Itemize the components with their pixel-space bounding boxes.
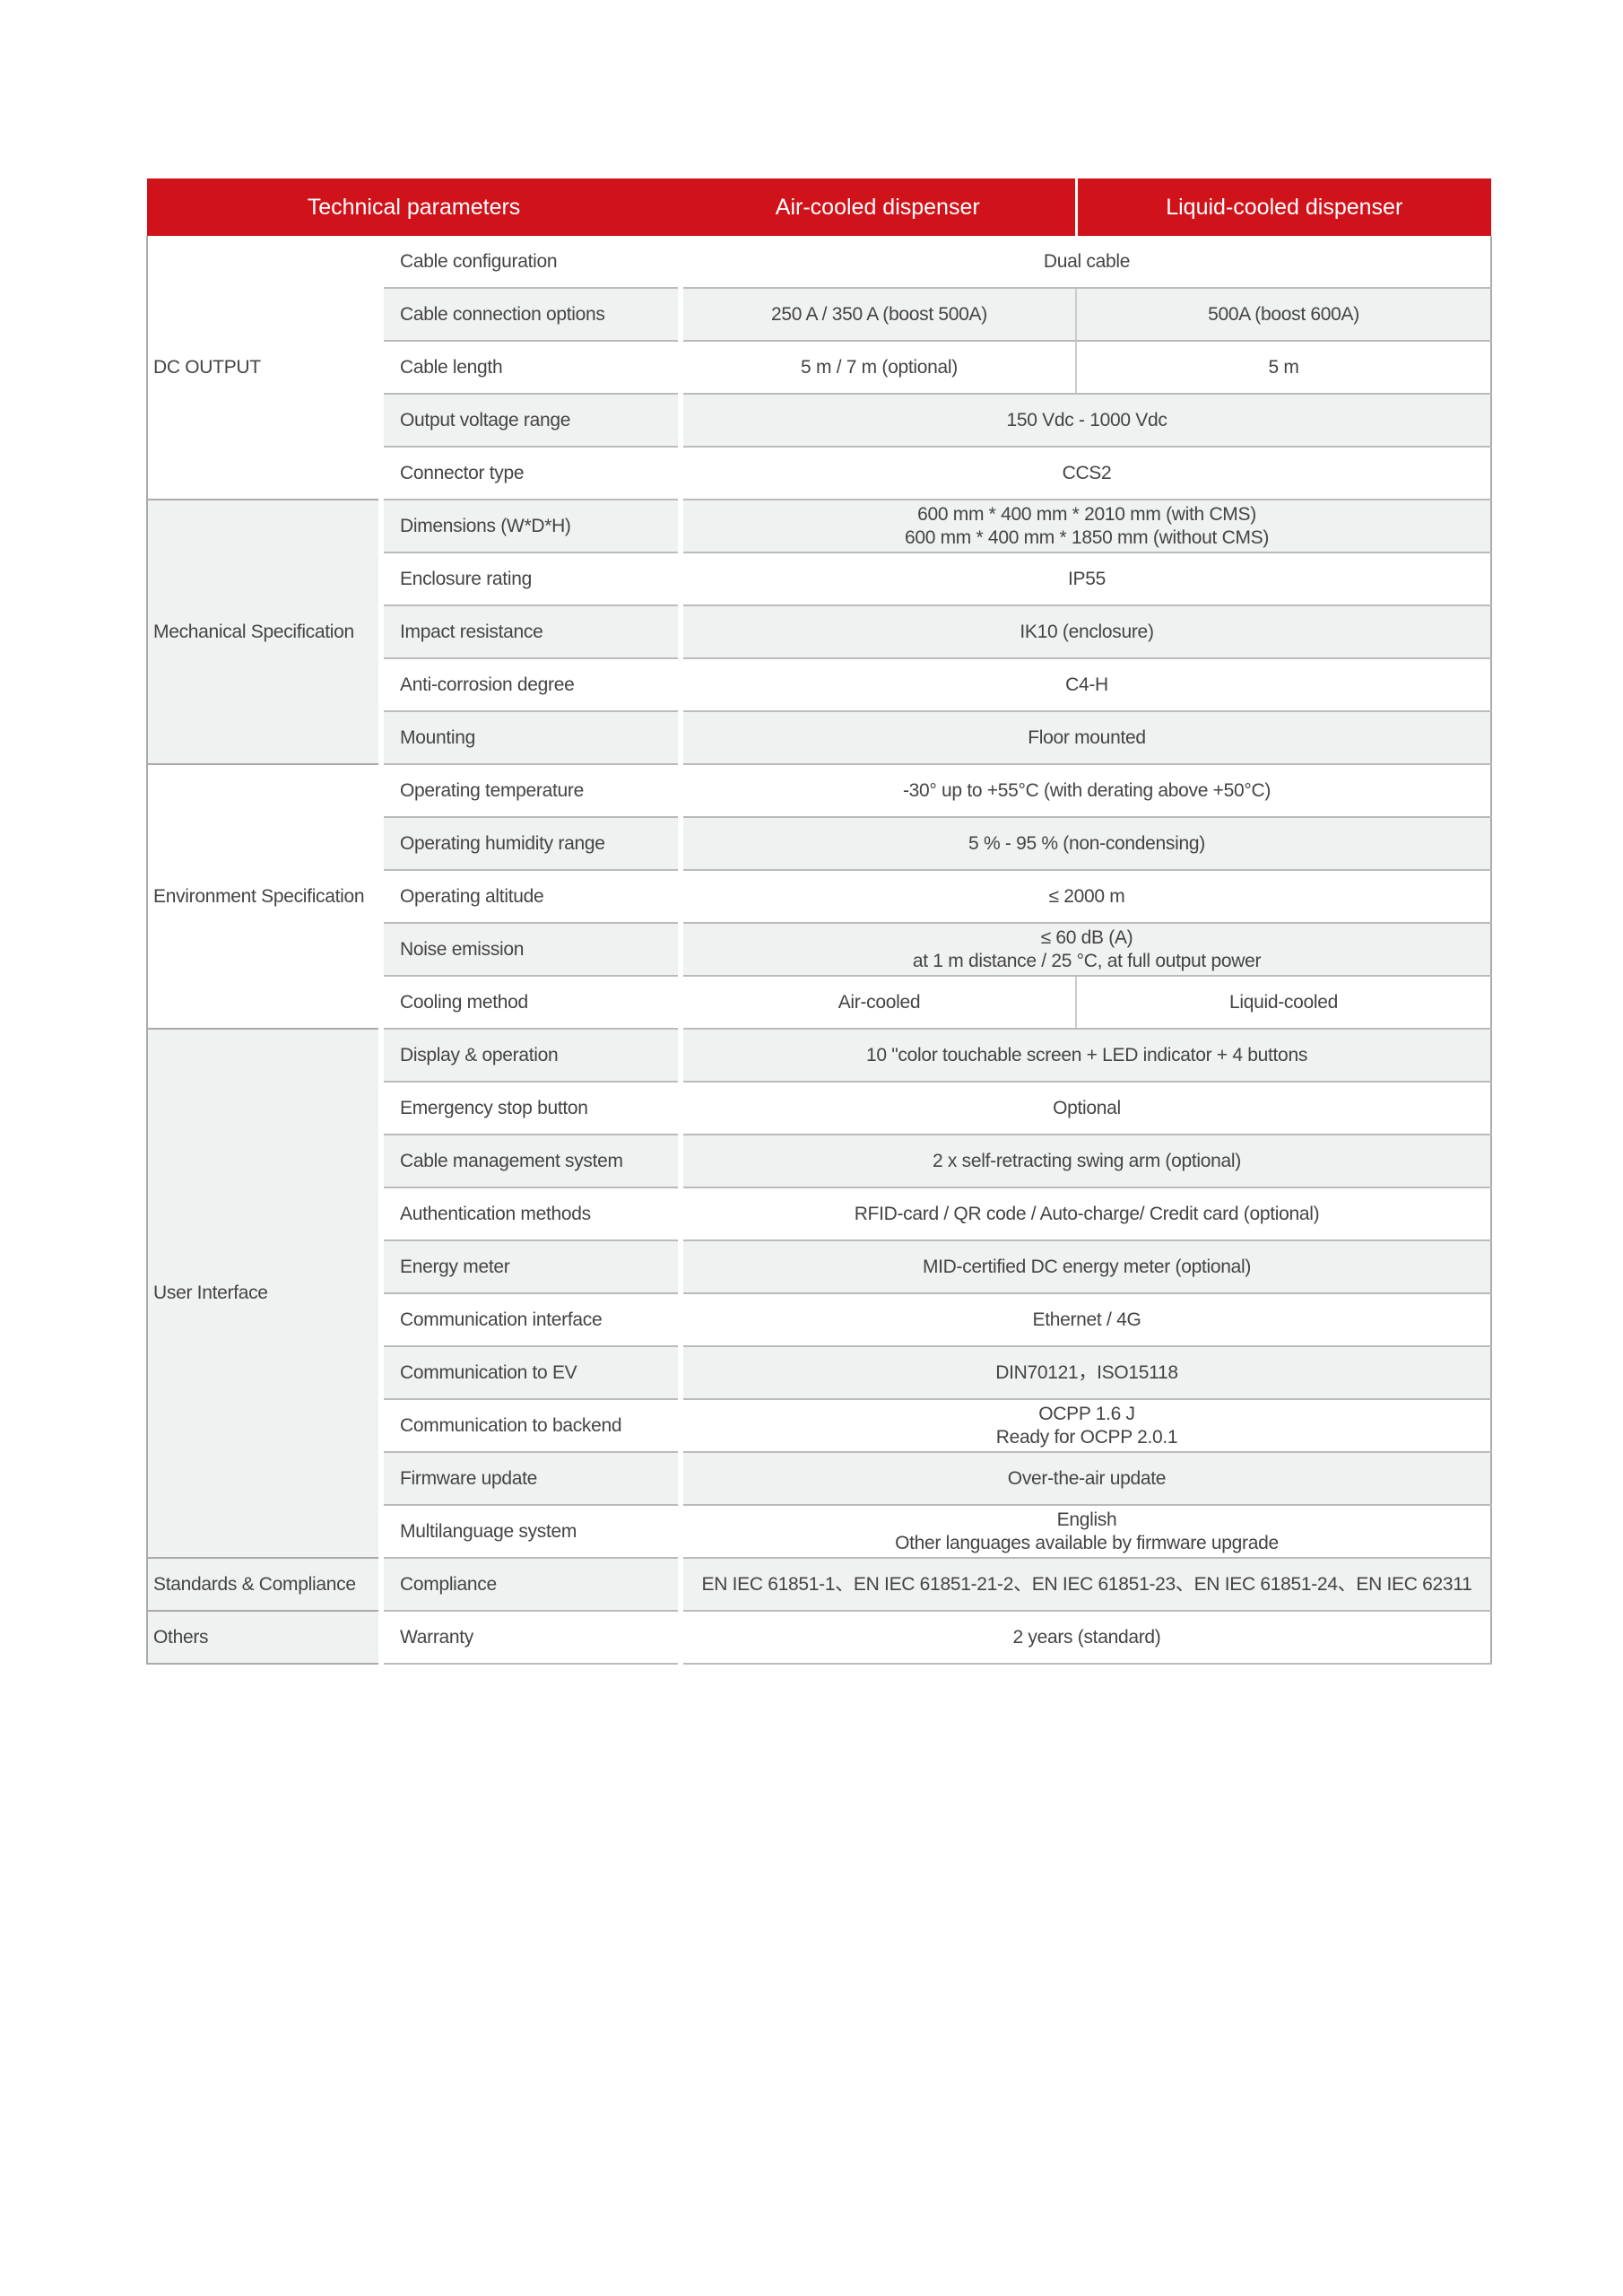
table-row: Energy meter MID-certified DC energy mete… <box>147 1240 1492 1294</box>
table-row: Others Warranty 2 years (standard) <box>146 1611 1492 1665</box>
parameter-name: Firmware update <box>381 1452 683 1506</box>
parameter-value: 150 Vdc - 1000 Vdc <box>681 394 1492 448</box>
table-row: Communication to EV DIN70121，ISO15118 <box>147 1346 1492 1400</box>
parameter-value: 10 "color touchable screen + LED indicat… <box>681 1029 1492 1083</box>
table-header-row: Technical parameters Air-cooled dispense… <box>147 178 1491 236</box>
table-row: DC OUTPUT Cable configuration Dual cable <box>146 236 1492 500</box>
parameter-name: Operating temperature <box>381 764 683 818</box>
parameter-name: Output voltage range <box>381 394 683 448</box>
parameter-value: Ethernet / 4G <box>681 1293 1492 1347</box>
parameter-name: Cable length <box>381 341 683 395</box>
group-label: Others <box>146 1611 384 1665</box>
table-row: Anti-corrosion degree C4-H <box>147 658 1492 712</box>
table-row: Multilanguage system English Other langua… <box>147 1505 1492 1559</box>
parameter-value: 600 mm * 400 mm * 2010 mm (with CMS) 600… <box>681 500 1492 553</box>
header-liquid-cooled: Liquid-cooled dispenser <box>1076 178 1491 236</box>
parameter-name: Dimensions (W*D*H) <box>381 500 683 553</box>
parameter-value: -30° up to +55°C (with derating above +5… <box>681 764 1492 818</box>
group-label: User Interface <box>146 1029 384 1559</box>
parameter-name: Mounting <box>381 711 683 765</box>
air-cooled-value: 5 m / 7 m (optional) <box>681 341 1077 395</box>
parameter-name: Cable connection options <box>381 288 683 342</box>
parameter-name: Warranty <box>381 1611 683 1665</box>
table-row: Environment Specification Operating tempe… <box>146 764 1492 1030</box>
parameter-name: Noise emission <box>381 923 683 977</box>
parameter-value: OCPP 1.6 J Ready for OCPP 2.0.1 <box>681 1399 1492 1453</box>
parameter-name: Emergency stop button <box>381 1082 683 1135</box>
liquid-cooled-value: Liquid-cooled <box>1076 976 1492 1030</box>
parameter-value: Optional <box>681 1082 1492 1135</box>
parameter-value: RFID-card / QR code / Auto-charge/ Credi… <box>681 1187 1492 1241</box>
table-row: Standards & Compliance Compliance EN IEC 6… <box>146 1558 1492 1612</box>
table-row: Authentication methods RFID-card / QR cod… <box>147 1187 1492 1241</box>
parameter-name: Impact resistance <box>381 605 683 659</box>
header-technical-parameters: Technical parameters <box>147 178 681 236</box>
parameter-name: Anti-corrosion degree <box>381 658 683 712</box>
parameter-name: Compliance <box>381 1558 683 1612</box>
table-row: Communication to backend OCPP 1.6 J Ready… <box>147 1399 1492 1453</box>
parameter-value: DIN70121，ISO15118 <box>681 1346 1492 1400</box>
parameter-name: Communication to EV <box>381 1346 683 1400</box>
parameter-value: 2 x self-retracting swing arm (optional) <box>681 1135 1492 1188</box>
parameter-name: Connector type <box>381 447 683 500</box>
air-cooled-value: Air-cooled <box>681 976 1077 1030</box>
group-label: DC OUTPUT <box>146 236 384 500</box>
parameter-value: Floor mounted <box>681 711 1492 765</box>
parameter-name: Display & operation <box>381 1029 683 1083</box>
group-label: Environment Specification <box>146 764 384 1030</box>
parameter-value: IP55 <box>681 552 1492 606</box>
parameter-value: C4-H <box>681 658 1492 712</box>
parameter-name: Enclosure rating <box>381 552 683 606</box>
header-air-cooled: Air-cooled dispenser <box>681 178 1078 236</box>
table-row: Impact resistance IK10 (enclosure) <box>147 605 1492 659</box>
parameter-value: MID-certified DC energy meter (optional) <box>681 1240 1492 1294</box>
table-row: Enclosure rating IP55 <box>147 552 1492 606</box>
liquid-cooled-value: 500A (boost 600A) <box>1076 288 1492 342</box>
group-label: Mechanical Specification <box>146 500 384 765</box>
table-row: Operating altitude ≤ 2000 m <box>147 870 1492 924</box>
table-row: User Interface Display & operation 10 "col… <box>146 1029 1492 1559</box>
parameter-value: ≤ 2000 m <box>681 870 1492 924</box>
table-row: Mounting Floor mounted <box>147 711 1492 765</box>
parameter-name: Cable management system <box>381 1135 683 1188</box>
table-row: Communication interface Ethernet / 4G <box>147 1293 1492 1347</box>
parameter-name: Operating humidity range <box>381 817 683 871</box>
table-row: Output voltage range 150 Vdc - 1000 Vdc <box>147 394 1492 448</box>
parameter-name: Cooling method <box>381 976 683 1030</box>
group-label: Standards & Compliance <box>146 1558 384 1612</box>
liquid-cooled-value: 5 m <box>1076 341 1492 395</box>
parameter-value: 5 % - 95 % (non-condensing) <box>681 817 1492 871</box>
parameter-value: ≤ 60 dB (A) at 1 m distance / 25 °C, at … <box>681 923 1492 977</box>
table-row: Noise emission ≤ 60 dB (A) at 1 m distanc… <box>147 923 1492 977</box>
table-row: Cable management system 2 x self-retracti… <box>147 1135 1492 1188</box>
table-row: Cable length 5 m / 7 m (optional) 5 m <box>147 341 1492 395</box>
parameter-name: Authentication methods <box>381 1187 683 1241</box>
table-row: Emergency stop button Optional <box>147 1082 1492 1135</box>
parameter-value: 2 years (standard) <box>681 1611 1492 1665</box>
parameter-name: Communication to backend <box>381 1399 683 1453</box>
table-row: Connector type CCS2 <box>147 447 1492 500</box>
table-row: Operating humidity range 5 % - 95 % (non-… <box>147 817 1492 871</box>
parameter-name: Energy meter <box>381 1240 683 1294</box>
table-row: Firmware update Over-the-air update <box>147 1452 1492 1506</box>
parameter-value: IK10 (enclosure) <box>681 605 1492 659</box>
parameter-name: Communication interface <box>381 1293 683 1347</box>
air-cooled-value: 250 A / 350 A (boost 500A) <box>681 288 1077 342</box>
parameter-value: CCS2 <box>681 447 1492 500</box>
parameter-value: Dual cable <box>681 236 1492 289</box>
table-row: Cooling method Air-cooled Liquid-cooled <box>147 976 1492 1030</box>
table-row: Mechanical Specification Dimensions (W*D*… <box>146 500 1492 765</box>
parameter-value: EN IEC 61851-1、EN IEC 61851-21-2、EN IEC … <box>681 1558 1492 1612</box>
parameter-name: Multilanguage system <box>381 1505 683 1559</box>
parameter-value: Over-the-air update <box>681 1452 1492 1506</box>
table-row: Cable connection options 250 A / 350 A (b… <box>147 288 1492 342</box>
parameter-value: English Other languages available by fir… <box>681 1505 1492 1559</box>
technical-parameters-table: Technical parameters Air-cooled dispense… <box>146 178 1492 1665</box>
parameter-name: Cable configuration <box>381 236 683 289</box>
parameter-name: Operating altitude <box>381 870 683 924</box>
